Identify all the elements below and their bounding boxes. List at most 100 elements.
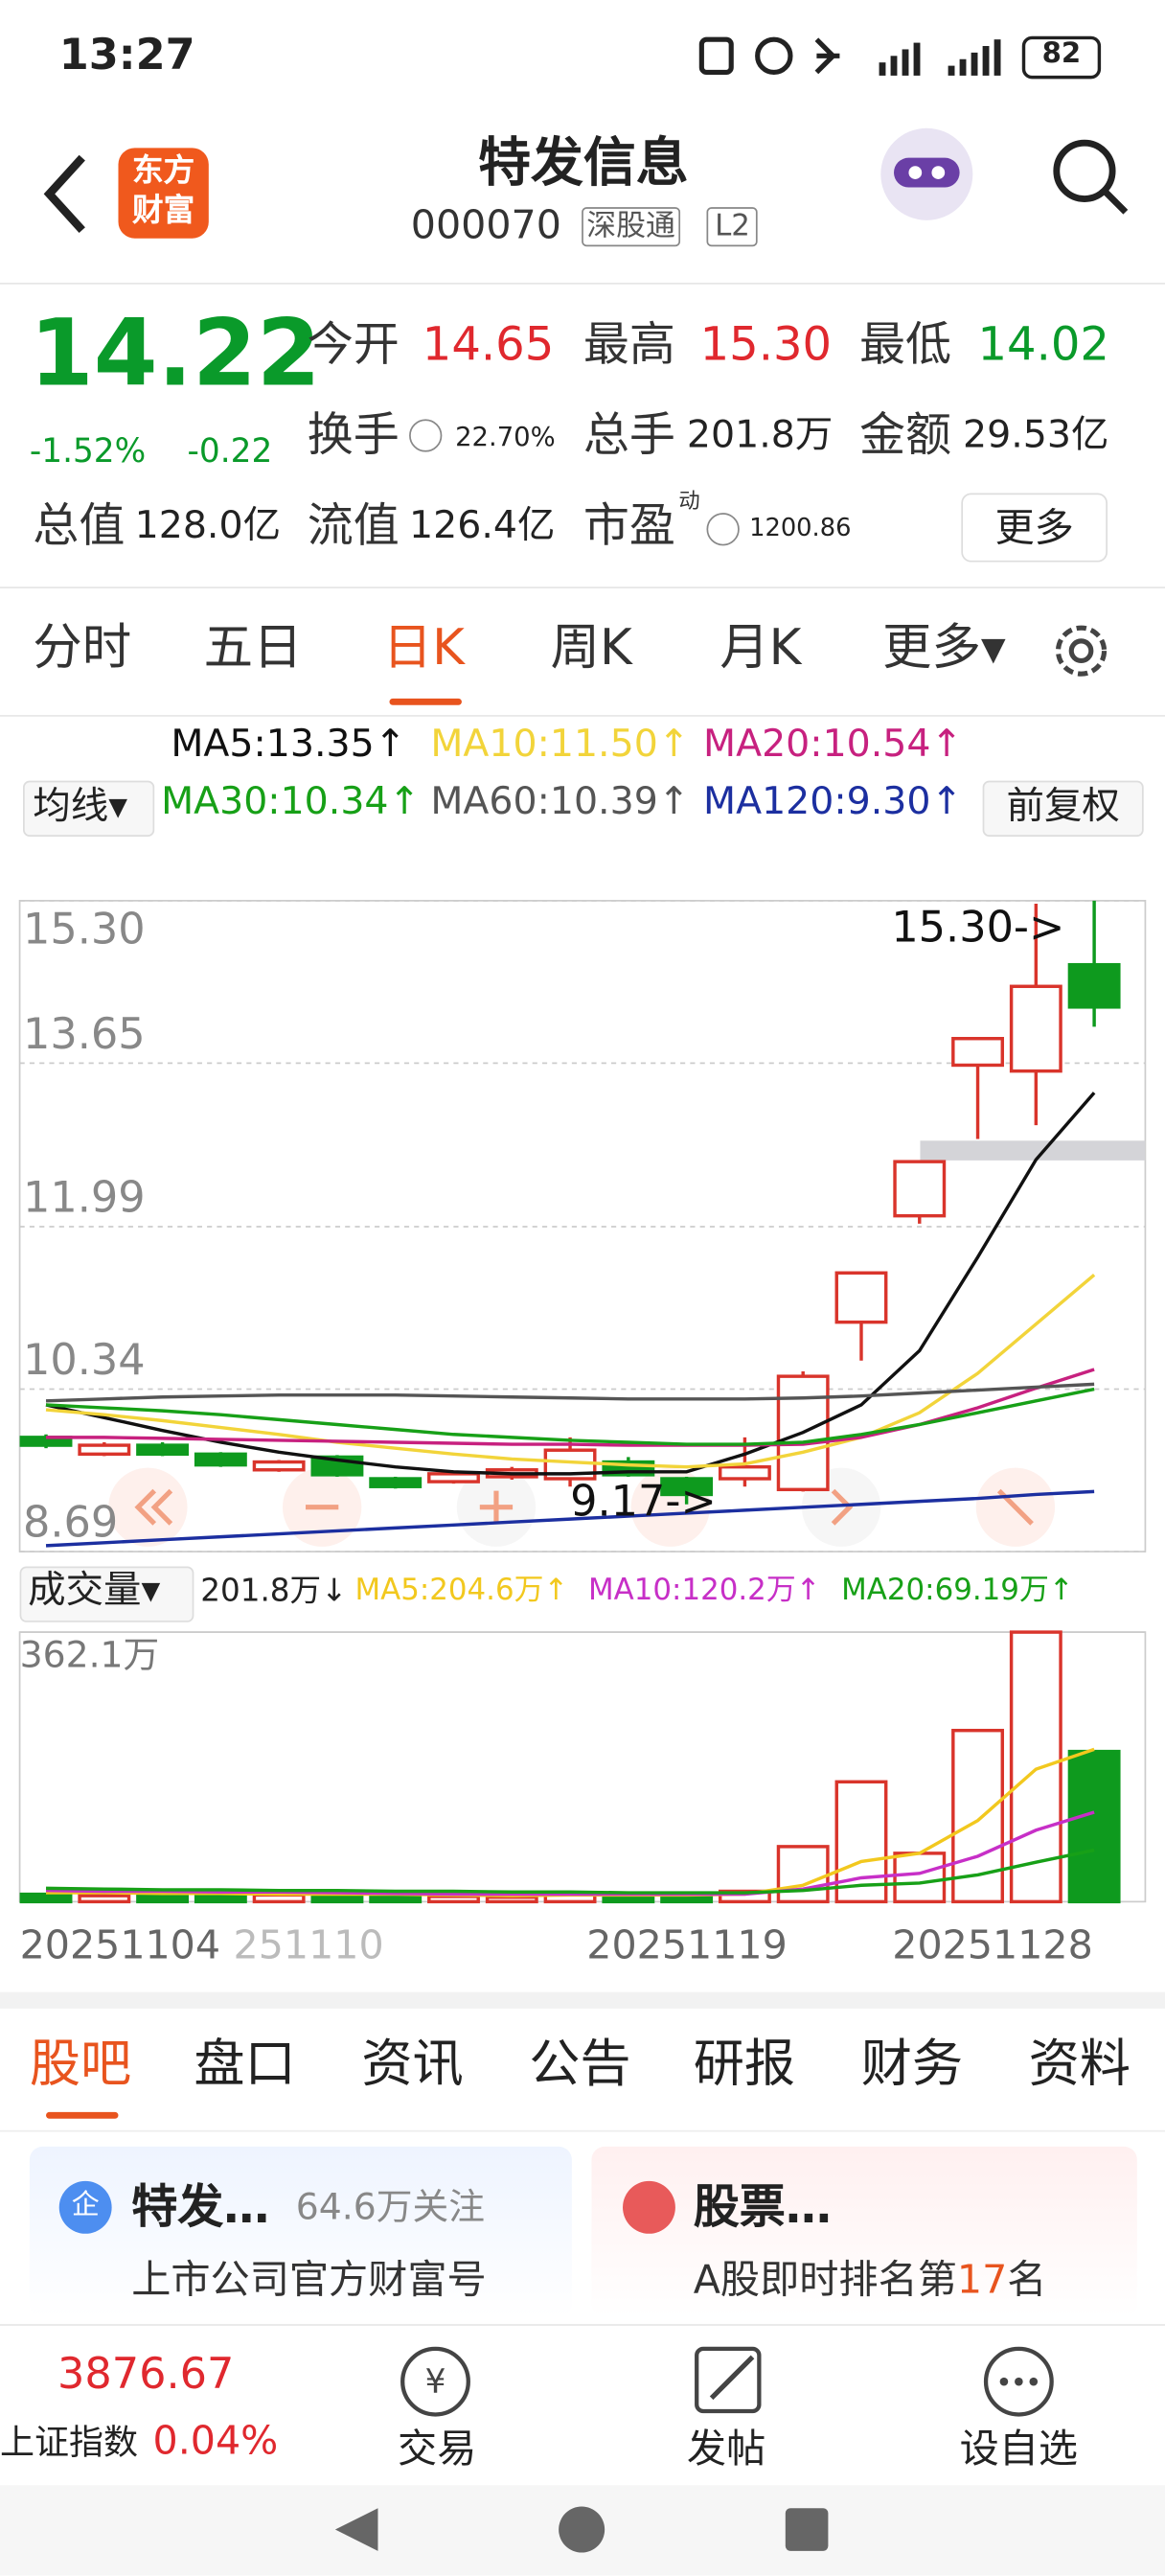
- field-value: 126.4亿: [409, 504, 556, 548]
- divider: [0, 715, 1165, 717]
- volume-bar: [252, 1893, 306, 1904]
- battery: [1021, 35, 1102, 80]
- nav-home[interactable]: [559, 2506, 605, 2553]
- candle-body: [1067, 962, 1121, 1009]
- divider: [0, 282, 1165, 285]
- more-button[interactable]: [961, 493, 1108, 563]
- ma-line: [45, 1489, 1095, 1548]
- logo-text: 财富: [132, 192, 195, 229]
- tab[interactable]: 月K: [720, 619, 802, 678]
- y-tick-label: 10.34: [23, 1335, 146, 1385]
- divider: [0, 2129, 1165, 2132]
- volume-bar: [893, 1852, 947, 1904]
- field-label: 今开: [307, 317, 400, 372]
- stock-name: 特发信息: [478, 131, 689, 195]
- card-title: 特发…: [131, 2179, 270, 2234]
- ma-legend: MA30:10.34↑: [161, 780, 421, 824]
- status-icons: [698, 36, 1001, 76]
- footer-icons: ¥: [400, 2346, 1054, 2417]
- index-name: 上证指数: [0, 2423, 139, 2463]
- volume-ma-line: [46, 1848, 1095, 1895]
- low-annotation: 9.17->: [570, 1476, 717, 1526]
- search-button[interactable]: [1053, 139, 1116, 202]
- settings-button[interactable]: [1048, 618, 1114, 684]
- tab[interactable]: 分时: [33, 619, 132, 678]
- footer-action[interactable]: 交易: [398, 2426, 477, 2472]
- clock: 13:27: [58, 31, 195, 81]
- field-value: 128.0亿: [134, 504, 282, 548]
- ranking-card[interactable]: [591, 2146, 1137, 2318]
- tab[interactable]: 五日: [203, 619, 303, 678]
- candle-body: [194, 1452, 247, 1467]
- footer-action[interactable]: 设自选: [959, 2426, 1079, 2472]
- volume-bar: [1009, 1630, 1062, 1904]
- badge: L2: [706, 207, 759, 247]
- svg-text:¥: ¥: [425, 2362, 446, 2401]
- company-card[interactable]: [29, 2146, 572, 2318]
- ma-line: [45, 1274, 1096, 1469]
- nav-recent[interactable]: [785, 2508, 829, 2551]
- volume-ma-line: [46, 1810, 1095, 1897]
- text: 名: [1007, 2256, 1047, 2303]
- ma-legend: MA20:10.54↑: [703, 723, 963, 767]
- price-highlight: [920, 1140, 1146, 1161]
- ma-legend: MA10:11.50↑: [430, 723, 690, 767]
- tab[interactable]: 更多▾: [882, 619, 1006, 678]
- bottom-tab[interactable]: 财务: [860, 2035, 964, 2095]
- badge: 深股通: [582, 207, 681, 247]
- bottom-tab[interactable]: 研报: [693, 2035, 796, 2095]
- change: -0.22: [187, 430, 273, 471]
- volume-bar: [427, 1895, 480, 1904]
- index-value: 3876.67: [57, 2350, 235, 2401]
- field-label: 金额: [858, 407, 952, 462]
- bottom-tab[interactable]: 盘口: [194, 2035, 296, 2095]
- field-label: 总值: [33, 497, 126, 553]
- info-icon[interactable]: [409, 419, 443, 452]
- app-logo: [118, 148, 209, 239]
- bottom-tab-active[interactable]: 股吧: [29, 2035, 132, 2095]
- candle-body: [369, 1477, 423, 1488]
- candle-body: [660, 1477, 714, 1497]
- x-tick-label: 251110: [234, 1921, 384, 1967]
- card-title: 股票…: [693, 2179, 832, 2234]
- y-tick-label: 362.1万: [20, 1633, 160, 1675]
- field-label: 总手: [582, 407, 675, 462]
- bottom-tab[interactable]: 资讯: [361, 2035, 464, 2095]
- ma-line: [45, 1092, 1096, 1476]
- candle-body: [951, 1037, 1004, 1068]
- adjust-button[interactable]: [982, 780, 1144, 837]
- stock-code: 000070: [410, 201, 561, 248]
- ma-menu-text: 均线▾: [33, 785, 127, 829]
- nav-back[interactable]: [334, 2508, 378, 2551]
- high-annotation: 15.30->: [891, 903, 1064, 953]
- field-value: 22.70%: [455, 421, 556, 452]
- ma-legend: MA60:10.39↑: [430, 780, 690, 824]
- divider: [0, 586, 1165, 589]
- tab[interactable]: 周K: [550, 619, 632, 678]
- candle-body: [136, 1443, 190, 1457]
- volume-bar: [485, 1895, 538, 1904]
- ma-menu[interactable]: [23, 780, 155, 837]
- bottom-tab[interactable]: 公告: [529, 2035, 631, 2095]
- candle-body: [427, 1472, 480, 1484]
- candle-body: [78, 1443, 131, 1457]
- info-icon[interactable]: [706, 513, 740, 546]
- header-icons: [880, 127, 1129, 220]
- volume-bar: [369, 1894, 423, 1904]
- control-button[interactable]: [108, 1467, 188, 1547]
- back-button[interactable]: [33, 148, 99, 240]
- tab-active[interactable]: 日K: [382, 619, 465, 678]
- candle-body: [252, 1460, 306, 1472]
- field-value: 1200.86: [749, 513, 852, 542]
- x-tick-label: 20251119: [586, 1921, 787, 1967]
- adjust-text: 前复权: [1006, 785, 1120, 829]
- card-icon: [58, 2180, 112, 2234]
- volume-menu[interactable]: [19, 1566, 194, 1622]
- card-subtitle: A股即时排名第17名: [694, 2260, 1047, 2299]
- bottom-tab[interactable]: 资料: [1028, 2035, 1131, 2095]
- footer-action[interactable]: 发帖: [686, 2426, 766, 2472]
- candle-body: [1009, 984, 1062, 1073]
- volume-menu-text: 成交量▾: [28, 1569, 161, 1613]
